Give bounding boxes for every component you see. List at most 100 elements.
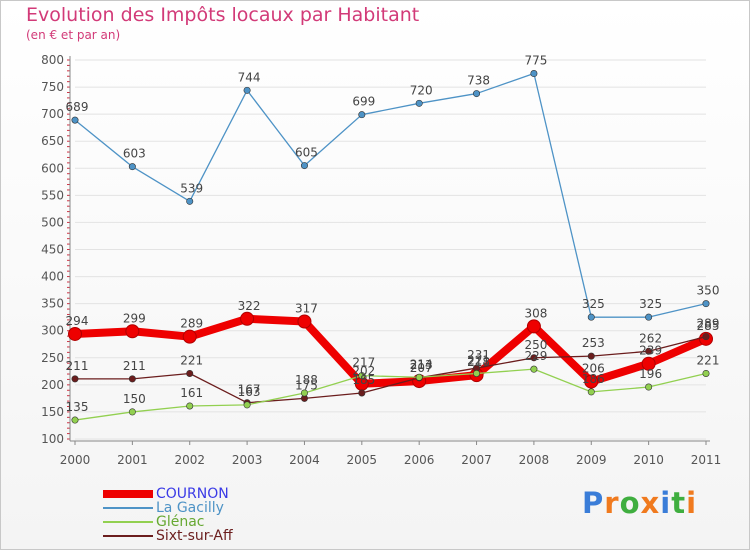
data-point <box>588 353 594 359</box>
data-point <box>298 315 311 328</box>
data-label: 175 <box>295 378 318 392</box>
data-label: 744 <box>238 70 261 84</box>
data-point <box>244 402 250 408</box>
data-label: 213 <box>410 358 433 372</box>
x-tick-label: 2011 <box>691 453 722 467</box>
data-point <box>244 87 250 93</box>
data-point <box>72 376 78 382</box>
data-point <box>531 70 537 76</box>
y-tick-label: 600 <box>41 161 64 175</box>
data-label: 699 <box>352 95 375 109</box>
data-point <box>645 384 651 390</box>
data-point <box>187 370 193 376</box>
data-label: 605 <box>295 146 318 160</box>
x-tick-label: 2006 <box>404 453 435 467</box>
y-tick-label: 500 <box>41 215 64 229</box>
data-label: 253 <box>582 336 605 350</box>
legend-swatch <box>103 521 153 523</box>
legend-item: Sixt-sur-Aff <box>103 528 233 544</box>
data-label: 738 <box>467 74 490 88</box>
x-tick-label: 2002 <box>174 453 205 467</box>
data-point <box>72 117 78 123</box>
data-point <box>703 300 709 306</box>
data-label: 221 <box>697 353 720 367</box>
line-chart: 100 150 200 250 300 350 400 450 500 550 600 650 700 7… <box>0 0 750 550</box>
data-label: 239 <box>639 344 662 358</box>
x-tick-label: 2007 <box>461 453 492 467</box>
data-label: 186 <box>582 372 605 386</box>
data-point <box>588 314 594 320</box>
data-point <box>129 409 135 415</box>
x-tick-label: 2009 <box>576 453 607 467</box>
data-label: 150 <box>123 392 146 406</box>
data-label: 161 <box>180 386 203 400</box>
data-point <box>129 163 135 169</box>
x-tick-label: 2008 <box>519 453 550 467</box>
legend-swatch <box>103 507 153 509</box>
data-label: 299 <box>123 311 146 325</box>
data-label: 211 <box>66 359 89 373</box>
data-label: 167 <box>238 383 261 397</box>
data-label: 689 <box>66 100 89 114</box>
data-point <box>473 90 479 96</box>
data-point <box>241 312 254 325</box>
data-point <box>527 320 540 333</box>
y-tick-label: 700 <box>41 107 64 121</box>
y-tick-label: 750 <box>41 80 64 94</box>
legend-swatch <box>103 490 153 498</box>
logo-letter: r <box>604 486 619 520</box>
data-label: 720 <box>410 83 433 97</box>
data-point <box>129 376 135 382</box>
y-tick-label: 400 <box>41 270 64 284</box>
logo-letter: i <box>660 486 671 520</box>
data-label: 262 <box>639 331 662 345</box>
data-label: 317 <box>295 302 318 316</box>
y-tick-label: 650 <box>41 134 64 148</box>
data-label: 289 <box>180 317 203 331</box>
data-point <box>531 366 537 372</box>
y-tick-label: 350 <box>41 297 64 311</box>
data-point <box>301 162 307 168</box>
x-tick-label: 2004 <box>289 453 320 467</box>
y-tick-label: 300 <box>41 324 64 338</box>
x-tick-label: 2010 <box>633 453 664 467</box>
y-tick-label: 250 <box>41 351 64 365</box>
legend-swatch <box>103 535 153 537</box>
y-tick-label: 150 <box>41 405 64 419</box>
data-label: 603 <box>123 147 146 161</box>
y-tick-label: 550 <box>41 188 64 202</box>
x-tick-label: 2003 <box>232 453 263 467</box>
data-point <box>183 330 196 343</box>
y-tick-label: 800 <box>41 53 64 67</box>
data-point <box>72 417 78 423</box>
proxiti-logo: Proxiti <box>582 486 697 520</box>
data-label: 221 <box>180 353 203 367</box>
data-label: 217 <box>352 356 375 370</box>
data-label: 350 <box>697 284 720 298</box>
data-label: 322 <box>238 299 261 313</box>
logo-letter: P <box>582 486 604 520</box>
data-point <box>187 198 193 204</box>
data-label: 250 <box>524 338 547 352</box>
data-label: 196 <box>639 367 662 381</box>
data-point <box>473 370 479 376</box>
series-line-sixt-sur-aff <box>75 337 706 403</box>
data-point <box>645 314 651 320</box>
data-label: 775 <box>524 54 547 68</box>
x-tick-label: 2005 <box>347 453 378 467</box>
data-label: 325 <box>639 297 662 311</box>
data-label: 185 <box>352 373 375 387</box>
data-point <box>703 370 709 376</box>
data-point <box>359 390 365 396</box>
y-tick-label: 100 <box>41 432 64 446</box>
y-tick-label: 200 <box>41 378 64 392</box>
logo-letter: i <box>686 486 697 520</box>
data-label: 289 <box>697 317 720 331</box>
y-tick-label: 450 <box>41 243 64 257</box>
data-label: 325 <box>582 297 605 311</box>
series-line-cournon <box>75 319 706 384</box>
data-label: 308 <box>524 306 547 320</box>
data-label: 539 <box>180 181 203 195</box>
x-tick-label: 2000 <box>60 453 91 467</box>
x-tick-label: 2001 <box>117 453 148 467</box>
